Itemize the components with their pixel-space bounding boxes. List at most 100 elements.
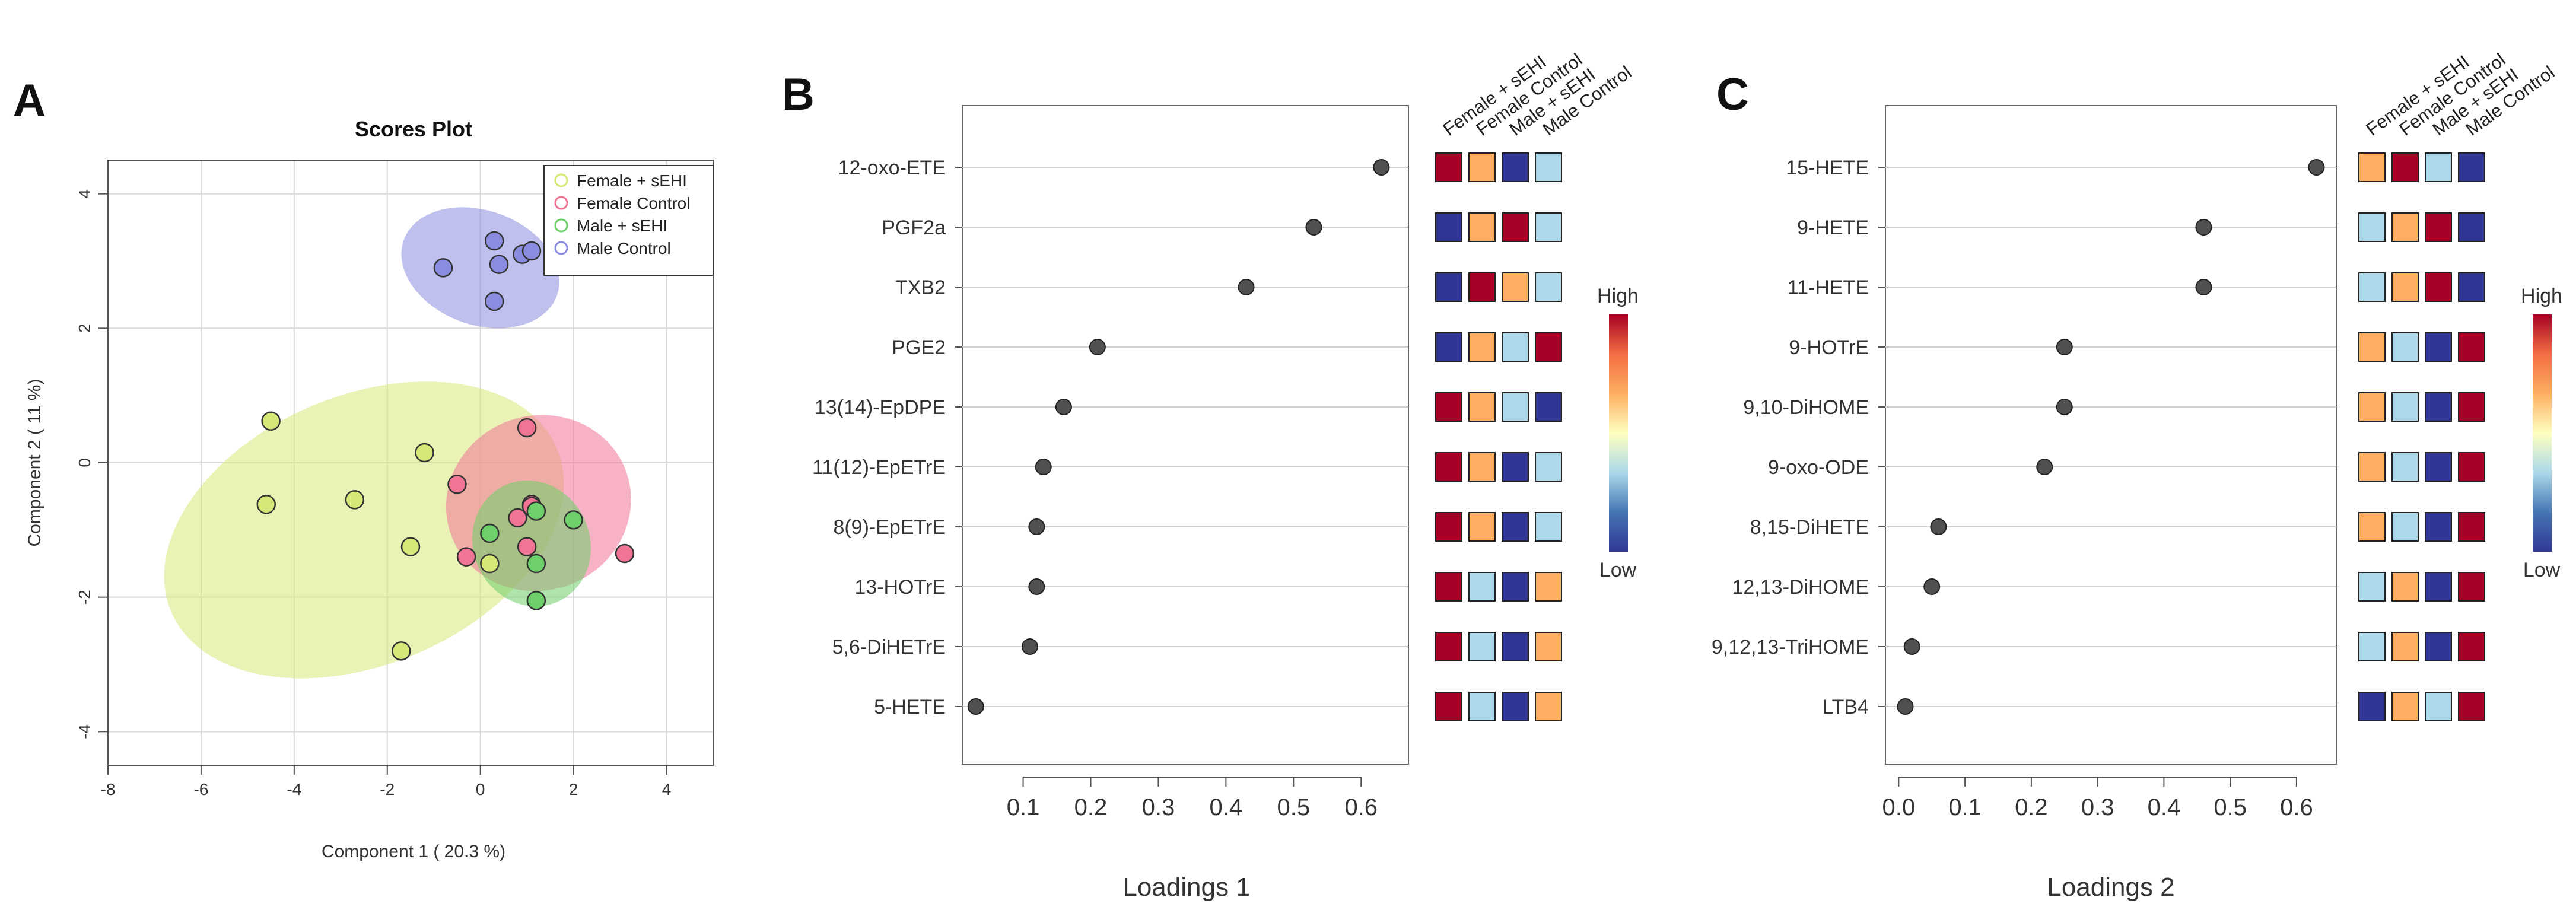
heatmap-cell — [1535, 452, 1562, 482]
x-tick-label: 0.6 — [1344, 794, 1378, 820]
heatmap-cell — [2458, 452, 2485, 482]
scale-b-low-label: Low — [1599, 559, 1637, 581]
heatmap-cell — [2391, 152, 2419, 182]
heatmap-cell — [2425, 452, 2452, 482]
loading-dot — [2195, 279, 2212, 295]
heatmap-cell — [1502, 572, 1529, 602]
point-female-control — [615, 543, 635, 564]
heatmap-cell — [1502, 152, 1529, 182]
y-tick-label: 0 — [75, 458, 94, 467]
x-tick-label: 0 — [476, 780, 485, 799]
loading-dot — [2056, 399, 2073, 415]
heatmap-cell — [1435, 212, 1462, 242]
legend-box — [543, 165, 714, 276]
x-tick-label: 0.1 — [1948, 794, 1982, 820]
metabolite-label: 8,15-DiHETE — [1750, 516, 1869, 539]
heatmap-cell — [1502, 692, 1529, 721]
x-tick-label: -6 — [193, 780, 208, 799]
heatmap-cell — [2391, 452, 2419, 482]
heatmap-cell — [1435, 392, 1462, 422]
score-points — [256, 231, 635, 661]
heatmap-cell — [2425, 692, 2452, 721]
scale-c-high-label: High — [2521, 285, 2562, 307]
panel-c-letter: C — [1716, 69, 1749, 120]
heatmap-cell — [2391, 392, 2419, 422]
loadings-1-x-axis-label: Loadings 1 — [1122, 873, 1250, 902]
metabolite-label: 5-HETE — [874, 696, 946, 718]
heatmap-cell — [1502, 332, 1529, 362]
ellipse-male-control — [401, 207, 559, 329]
point-female-control — [447, 475, 467, 494]
x-tick-label: 0.5 — [2214, 794, 2247, 820]
heatmap-cell — [1468, 272, 1496, 302]
metabolite-label: 9-oxo-ODE — [1768, 456, 1869, 479]
heatmap-cell — [1535, 572, 1562, 602]
loadings-2-frame — [1885, 105, 2337, 765]
loadings-1-panel: 12-oxo-ETE PGF2a TXB2 PGE2 13(14)-EpDPE 11(12… — [812, 49, 1635, 902]
heatmap-cell — [1468, 452, 1496, 482]
loadings-1-frame — [962, 105, 1409, 765]
heatmap-cell — [2425, 572, 2452, 602]
metabolite-label: LTB4 — [1822, 696, 1869, 718]
metabolite-label: TXB2 — [895, 276, 946, 299]
metabolite-label: 13(14)-EpDPE — [815, 396, 946, 419]
loading-dot — [1028, 578, 1045, 595]
point-male-control — [484, 291, 504, 311]
loading-dot — [1089, 339, 1106, 355]
metabolite-label: 9-HOTrE — [1789, 336, 1869, 359]
heatmap-cell — [2358, 512, 2386, 542]
loading-dot — [1021, 638, 1038, 655]
heatmap-cell — [2425, 152, 2452, 182]
point-female-sehi — [256, 495, 276, 514]
heatmap-cell — [1468, 632, 1496, 661]
heatmap-cell — [1502, 632, 1529, 661]
heatmap-cell — [1502, 392, 1529, 422]
metabolite-label: 12,13-DiHOME — [1732, 576, 1869, 599]
legend-label-female-control: Female Control — [577, 194, 690, 212]
loading-dot — [1238, 279, 1255, 295]
legend-marker-female-control — [554, 196, 568, 210]
heatmap-cell — [1535, 332, 1562, 362]
heatmap-cell — [2425, 332, 2452, 362]
metabolite-label: 15-HETE — [1786, 157, 1869, 179]
heatmap-cell — [2425, 632, 2452, 661]
loading-dot — [1028, 518, 1045, 535]
metabolite-label: 9-HETE — [1797, 217, 1869, 239]
x-tick-label: 0.6 — [2280, 794, 2313, 820]
metabolite-label: 5,6-DiHETrE — [832, 636, 946, 658]
x-tick-label: 0.2 — [2015, 794, 2048, 820]
scale-c-bar — [2533, 314, 2552, 552]
heatmap-cell — [2391, 692, 2419, 721]
x-tick-label: 4 — [662, 780, 672, 799]
loadings-2-x-axis-label: Loadings 2 — [2047, 873, 2174, 902]
legend-label-male-sehi: Male + sEHI — [577, 217, 667, 235]
point-male-sehi — [526, 591, 546, 610]
point-female-sehi — [480, 553, 500, 574]
heatmap-cell — [2358, 152, 2386, 182]
heatmap-cell — [2358, 452, 2386, 482]
heatmap-cell — [2458, 332, 2485, 362]
point-female-sehi — [392, 641, 411, 661]
metabolite-label: 11(12)-EpETrE — [812, 456, 946, 479]
heatmap-cell — [1535, 272, 1562, 302]
loading-dot — [1055, 399, 1072, 415]
loading-dot — [1903, 638, 1920, 655]
heatmap-cell — [2458, 212, 2485, 242]
heatmap-cell — [2425, 212, 2452, 242]
point-male-sehi — [526, 553, 546, 574]
heatmap-cell — [1502, 212, 1529, 242]
heatmap-cell — [1435, 632, 1462, 661]
heatmap-cell — [1468, 332, 1496, 362]
heatmap-cell — [1535, 392, 1562, 422]
loading-dot — [1930, 518, 1947, 535]
heatmap-cell — [2358, 392, 2386, 422]
heatmap-cell — [2458, 512, 2485, 542]
heatmap-cell — [1435, 572, 1462, 602]
legend-label-female-sehi: Female + sEHI — [577, 171, 687, 190]
scale-b-bar — [1609, 314, 1628, 552]
legend-marker-male-sehi — [554, 218, 568, 233]
point-male-control — [489, 255, 509, 274]
heatmap-cell — [1502, 272, 1529, 302]
point-male-control — [433, 258, 453, 278]
